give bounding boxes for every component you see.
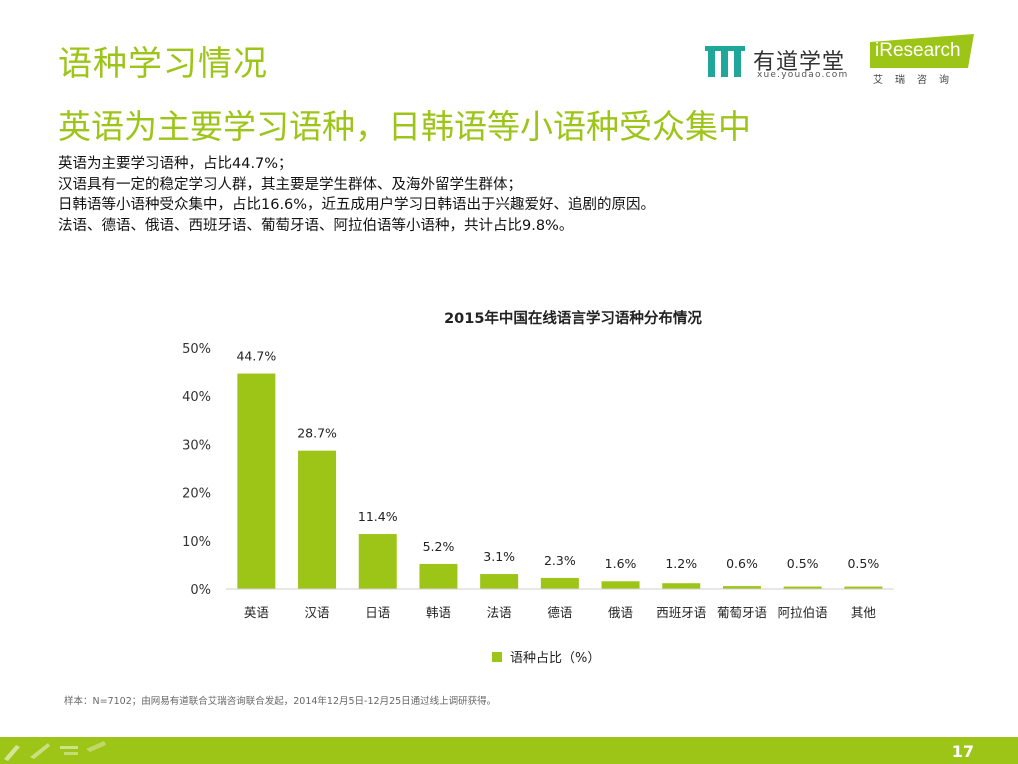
bottom-bar: [0, 737, 1018, 764]
youdao-url: xue.youdao.com: [757, 70, 849, 80]
bar: [722, 586, 761, 589]
bar: [662, 583, 701, 589]
bar: [358, 534, 397, 589]
x-category-label: 阿拉伯语: [778, 605, 828, 620]
page-title: 语种学习情况: [58, 44, 268, 84]
iresearch-flag-icon: [870, 34, 974, 68]
summary-line: 汉语具有一定的稳定学习人群，其主要是学生群体、及海外留学生群体；: [58, 176, 522, 193]
y-tick-label: 0%: [190, 583, 211, 598]
data-label: 2.3%: [544, 553, 576, 568]
x-category-label: 西班牙语: [656, 605, 706, 620]
bar: [540, 577, 579, 589]
chart-title: 2015年中国在线语言学习语种分布情况: [444, 309, 702, 327]
youdao-name: 有道学堂: [753, 50, 846, 75]
data-label: 44.7%: [236, 349, 276, 364]
iresearch-sub: 艾瑞咨询: [873, 75, 961, 86]
summary-text: 英语为主要学习语种，占比44.7%； 汉语具有一定的稳定学习人群，其主要是学生群…: [58, 154, 655, 236]
y-tick-label: 30%: [182, 438, 211, 453]
bar: [480, 574, 519, 589]
x-category-label: 俄语: [608, 605, 633, 620]
data-label: 3.1%: [483, 549, 515, 564]
x-category-label: 英语: [244, 605, 269, 620]
x-category-label: 韩语: [426, 605, 451, 620]
x-category-label: 日语: [365, 605, 390, 620]
footnote: 样本：N=7102；由网易有道联合艾瑞咨询联合发起，2014年12月5日-12月…: [64, 696, 497, 707]
iresearch-name: iResearch: [875, 40, 961, 61]
y-tick-label: 50%: [182, 342, 211, 357]
x-category-label: 其他: [851, 605, 877, 620]
data-label: 0.5%: [847, 556, 879, 571]
x-category-label: 德语: [547, 605, 572, 620]
summary-line: 日韩语等小语种受众集中，占比16.6%，近五成用户学习日韩语出于兴趣爱好、追剧的…: [58, 197, 656, 213]
data-label: 1.6%: [605, 556, 637, 571]
x-category-label: 葡萄牙语: [717, 605, 767, 620]
youdao-mark-icon: [705, 46, 745, 77]
y-tick-label: 40%: [182, 390, 211, 405]
page-number: 17: [951, 742, 974, 761]
data-label: 5.2%: [423, 539, 455, 554]
bar: [844, 586, 883, 589]
legend-label: 语种占比（%）: [510, 651, 600, 666]
iresearch-logo: iResearch 艾瑞咨询: [870, 34, 980, 86]
page-subtitle: 英语为主要学习语种，日韩语等小语种受众集中: [58, 107, 751, 146]
data-label: 28.7%: [297, 426, 337, 441]
bar: [601, 581, 640, 589]
data-label: 1.2%: [665, 556, 697, 571]
legend-swatch: [492, 652, 502, 662]
y-tick-label: 10%: [182, 535, 211, 550]
data-label: 0.6%: [726, 556, 758, 571]
data-label: 11.4%: [358, 509, 398, 524]
bar: [298, 450, 337, 589]
data-label: 0.5%: [787, 556, 819, 571]
summary-line: 法语、德语、俄语、西班牙语、葡萄牙语、阿拉伯语等小语种，共计占比9.8%。: [58, 217, 574, 234]
summary-line: 英语为主要学习语种，占比44.7%；: [58, 156, 293, 172]
y-tick-label: 20%: [182, 487, 211, 502]
x-category-label: 法语: [487, 605, 512, 620]
bar: [419, 563, 458, 589]
bar-chart: 2015年中国在线语言学习语种分布情况 0% 10% 20% 30% 40% 50% 44…: [182, 309, 894, 666]
x-category-label: 汉语: [305, 605, 330, 620]
bar: [783, 586, 822, 589]
bar: [237, 373, 276, 589]
decorative-shapes-icon: [4, 741, 106, 761]
youdao-logo: 有道学堂 xue.youdao.com: [703, 42, 863, 92]
